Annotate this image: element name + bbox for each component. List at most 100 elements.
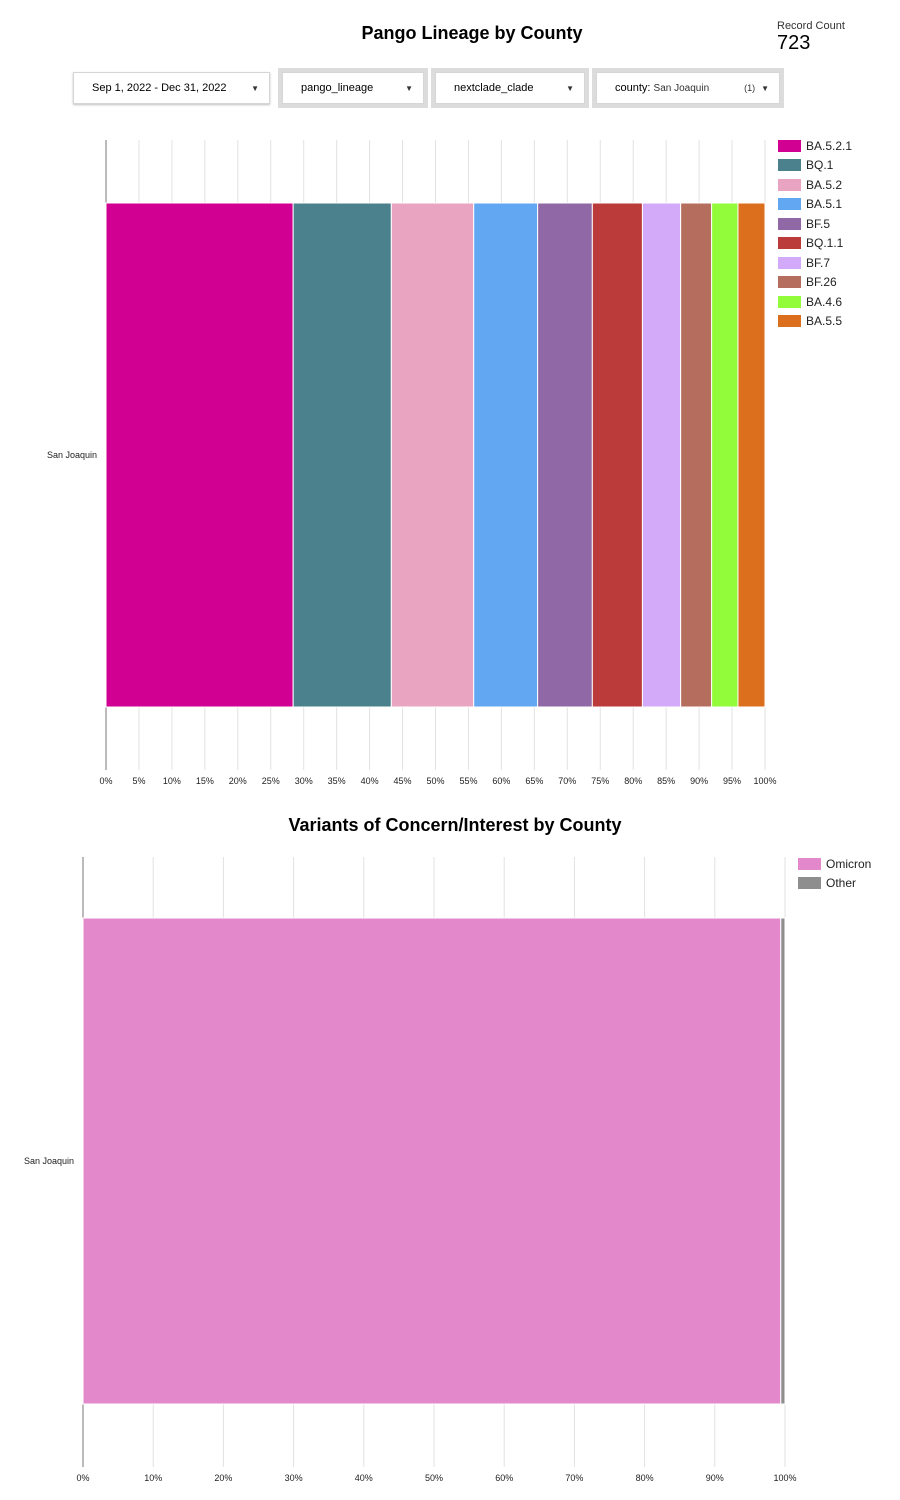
legend-swatch [778, 276, 801, 289]
y-category-label: San Joaquin [47, 450, 97, 460]
legend-swatch [778, 178, 801, 191]
county-filter-text: county: San Joaquin [615, 82, 738, 94]
pango-lineage-filter[interactable]: pango_lineage ▼ [278, 68, 428, 108]
legend-label: BA.4.6 [806, 294, 843, 309]
county-filter-key: county: [615, 82, 651, 94]
legend-label: Other [826, 876, 857, 891]
legend-label: Omicron [826, 856, 872, 871]
x-tick-label: 40% [355, 1473, 373, 1483]
x-tick-label: 0% [76, 1473, 89, 1483]
bar-segment-bf-26[interactable] [680, 202, 713, 708]
pango-lineage-filter-label: pango_lineage [301, 82, 374, 94]
legend-swatch [778, 198, 801, 211]
x-tick-label: 5% [132, 776, 145, 786]
legend-swatch [798, 857, 821, 870]
legend-item-bf-7[interactable]: BF.7 [778, 253, 852, 273]
x-tick-label: 90% [706, 1473, 724, 1483]
x-tick-label: 70% [565, 1473, 583, 1483]
legend-swatch [778, 315, 801, 328]
pango-lineage-legend: BA.5.2.1 BQ.1 BA.5.2 BA.5.1 BF.5 BQ.1.1 BF.7 BF… [778, 136, 852, 331]
legend-swatch [778, 295, 801, 308]
x-tick-label: 50% [425, 1473, 443, 1483]
legend-item-ba-5-2[interactable]: BA.5.2 [778, 175, 852, 195]
legend-item-bf-5[interactable]: BF.5 [778, 214, 852, 234]
legend-swatch [778, 139, 801, 152]
x-tick-label: 20% [229, 776, 247, 786]
caret-down-icon: ▼ [761, 83, 769, 93]
record-count-scorecard: Record Count 723 [777, 20, 845, 54]
x-tick-label: 60% [492, 776, 510, 786]
x-tick-label: 90% [690, 776, 708, 786]
x-tick-label: 100% [773, 1473, 796, 1483]
legend-item-bq-1[interactable]: BQ.1 [778, 156, 852, 176]
legend-item-bq-1-1[interactable]: BQ.1.1 [778, 234, 852, 254]
x-tick-label: 80% [636, 1473, 654, 1483]
bar-segment-ba-5-1[interactable] [473, 202, 539, 708]
legend-swatch [778, 159, 801, 172]
x-tick-label: 65% [525, 776, 543, 786]
x-tick-label: 55% [459, 776, 477, 786]
legend-label: BA.5.2.1 [806, 138, 853, 153]
bar-segment-bq-1[interactable] [292, 202, 392, 708]
date-range-text: Sep 1, 2022 - Dec 31, 2022 [92, 82, 227, 94]
county-filter[interactable]: county: San Joaquin (1) ▼ [592, 68, 784, 108]
legend-label: BQ.1.1 [806, 236, 844, 251]
x-tick-label: 35% [328, 776, 346, 786]
legend-swatch [778, 237, 801, 250]
record-count-label: Record Count [777, 20, 845, 32]
chart-title-variants: Variants of Concern/Interest by County [288, 815, 622, 835]
legend-label: BF.7 [806, 255, 831, 270]
x-tick-label: 25% [262, 776, 280, 786]
date-range-control[interactable]: Sep 1, 2022 - Dec 31, 2022 ▼ [73, 72, 270, 104]
legend-item-ba-4-6[interactable]: BA.4.6 [778, 292, 852, 312]
chart-title-pango-lineage: Pango Lineage by County [361, 23, 583, 43]
x-tick-label: 20% [214, 1473, 232, 1483]
y-category-label: San Joaquin [24, 1156, 74, 1166]
legend-label: BF.5 [806, 216, 831, 231]
legend-swatch [798, 877, 821, 890]
nextclade-clade-filter-label: nextclade_clade [454, 82, 534, 94]
bar-segment-bf-5[interactable] [537, 202, 593, 708]
legend-item-ba-5-1[interactable]: BA.5.1 [778, 195, 852, 215]
x-tick-label: 75% [591, 776, 609, 786]
legend-item-ba-5-5[interactable]: BA.5.5 [778, 312, 852, 332]
variants-chart: 0% 10% 20% 30% 40% 50% 60% 70% 80% 90% 100% San Joa… [24, 857, 797, 1483]
nextclade-clade-filter[interactable]: nextclade_clade ▼ [431, 68, 589, 108]
caret-down-icon: ▼ [566, 83, 574, 93]
record-count-value: 723 [777, 32, 811, 54]
x-tick-label: 30% [285, 1473, 303, 1483]
x-tick-label: 0% [99, 776, 112, 786]
legend-item-omicron[interactable]: Omicron [798, 854, 871, 874]
bar-segment-ba-5-5[interactable] [737, 202, 766, 708]
legend-label: BA.5.1 [806, 197, 843, 212]
bar-segment-bf-7[interactable] [641, 202, 682, 708]
legend-item-ba-5-2-1[interactable]: BA.5.2.1 [778, 136, 852, 156]
bar-segment-other[interactable] [780, 917, 786, 1405]
bar-segment-ba-5-2[interactable] [390, 202, 475, 708]
x-tick-label: 15% [196, 776, 214, 786]
legend-swatch [778, 217, 801, 230]
bar-segment-ba-4-6[interactable] [711, 202, 739, 708]
legend-item-other[interactable]: Other [798, 874, 871, 894]
bar-segment-omicron[interactable] [82, 917, 782, 1405]
county-filter-value: San Joaquin [653, 83, 710, 94]
legend-label: BA.5.2 [806, 177, 843, 192]
legend-label: BQ.1 [806, 158, 834, 173]
variants-legend: Omicron Other [798, 854, 871, 893]
x-tick-label: 50% [426, 776, 444, 786]
x-tick-label: 60% [495, 1473, 513, 1483]
caret-down-icon: ▼ [405, 83, 413, 93]
bar-segment-bq-1-1[interactable] [591, 202, 643, 708]
x-tick-label: 10% [163, 776, 181, 786]
legend-item-bf-26[interactable]: BF.26 [778, 273, 852, 293]
legend-label: BF.26 [806, 275, 837, 290]
x-tick-label: 10% [144, 1473, 162, 1483]
bar-segment-ba-5-2-1[interactable] [105, 202, 294, 708]
x-tick-label: 70% [558, 776, 576, 786]
x-tick-label: 80% [624, 776, 642, 786]
x-tick-label: 45% [394, 776, 412, 786]
x-tick-label: 40% [361, 776, 379, 786]
caret-down-icon: ▼ [251, 83, 259, 93]
county-filter-count: (1) [744, 83, 756, 93]
pango-lineage-chart: 0% 5% 10% 15% 20% 25% 30% 35% 40% 45% 50% 55% 60% 65%… [47, 140, 777, 786]
